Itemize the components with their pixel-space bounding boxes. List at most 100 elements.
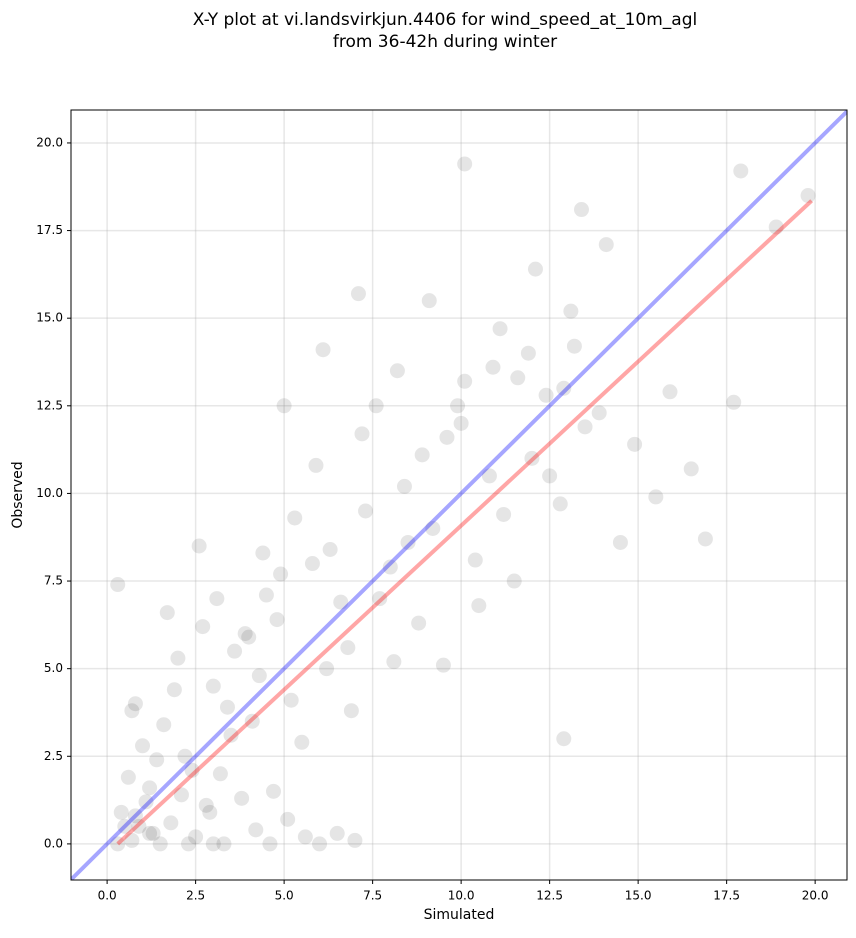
point [556, 380, 572, 396]
y-tick-label: 15.0 [36, 311, 63, 325]
point [177, 748, 193, 764]
point [527, 261, 543, 277]
point [573, 202, 589, 218]
point [520, 345, 536, 361]
point [308, 457, 324, 473]
point [269, 612, 285, 628]
point [471, 598, 487, 614]
point [457, 156, 473, 172]
y-tick-label: 5.0 [44, 661, 63, 675]
point [131, 818, 147, 834]
point [319, 661, 335, 677]
point [159, 605, 175, 621]
point [648, 489, 664, 505]
point [205, 836, 221, 852]
point [273, 566, 289, 582]
point [485, 359, 501, 375]
point [400, 534, 416, 550]
point [258, 587, 274, 603]
point [287, 510, 303, 526]
point [124, 832, 140, 848]
point [244, 713, 260, 729]
point [170, 650, 186, 666]
point [248, 822, 264, 838]
point [492, 321, 508, 337]
point [223, 727, 239, 743]
y-tick-label: 12.5 [36, 398, 63, 412]
point [216, 836, 232, 852]
point [297, 829, 313, 845]
point [683, 461, 699, 477]
point [117, 818, 133, 834]
point [435, 657, 451, 673]
y-tick-label: 2.5 [44, 749, 63, 763]
point [347, 832, 363, 848]
point [145, 825, 161, 841]
point [386, 654, 402, 670]
point [156, 717, 172, 733]
point [421, 293, 437, 309]
point [198, 797, 214, 813]
point [120, 769, 136, 785]
point [566, 338, 582, 354]
x-axis-label: Simulated [424, 907, 495, 923]
point [425, 520, 441, 536]
point [138, 794, 154, 810]
point [358, 503, 374, 519]
point [195, 619, 211, 635]
point [188, 829, 204, 845]
point [340, 640, 356, 656]
point [414, 447, 430, 463]
point [768, 219, 784, 235]
point [697, 531, 713, 547]
point [577, 419, 593, 435]
chart-subtitle: from 36-42h during winter [333, 32, 557, 52]
point [510, 370, 526, 386]
point [227, 643, 243, 659]
point [329, 825, 345, 841]
point [411, 615, 427, 631]
point [304, 556, 320, 572]
y-tick-label: 10.0 [36, 486, 63, 500]
point [389, 363, 405, 379]
point [251, 668, 267, 684]
x-tick-label: 15.0 [625, 889, 652, 903]
y-axis-label: Observed [10, 461, 26, 528]
point [453, 415, 469, 431]
point [184, 762, 200, 778]
point [333, 594, 349, 610]
x-tick-label: 17.5 [713, 889, 740, 903]
point [467, 552, 483, 568]
point [382, 559, 398, 575]
x-tick-label: 0.0 [98, 889, 117, 903]
point [294, 734, 310, 750]
point [142, 780, 158, 796]
point [280, 811, 296, 827]
point [181, 836, 197, 852]
point [276, 398, 292, 414]
point [496, 506, 512, 522]
point [312, 836, 328, 852]
point [627, 436, 643, 452]
point [152, 836, 168, 852]
y-tick-label: 0.0 [44, 836, 63, 850]
point [173, 787, 189, 803]
point [191, 538, 207, 554]
point [322, 541, 338, 557]
point [265, 783, 281, 799]
point [212, 766, 228, 782]
y-tick-label: 20.0 [36, 135, 63, 149]
fit-line [116, 199, 813, 846]
point [524, 450, 540, 466]
point [598, 237, 614, 253]
point [726, 394, 742, 410]
point [234, 790, 250, 806]
point [372, 591, 388, 607]
point [439, 429, 455, 445]
point [124, 703, 140, 719]
point [662, 384, 678, 400]
x-tick-label: 12.5 [536, 889, 563, 903]
x-tick-label: 10.0 [448, 889, 475, 903]
chart-title: X-Y plot at vi.landsvirkjun.4406 for win… [193, 10, 697, 30]
